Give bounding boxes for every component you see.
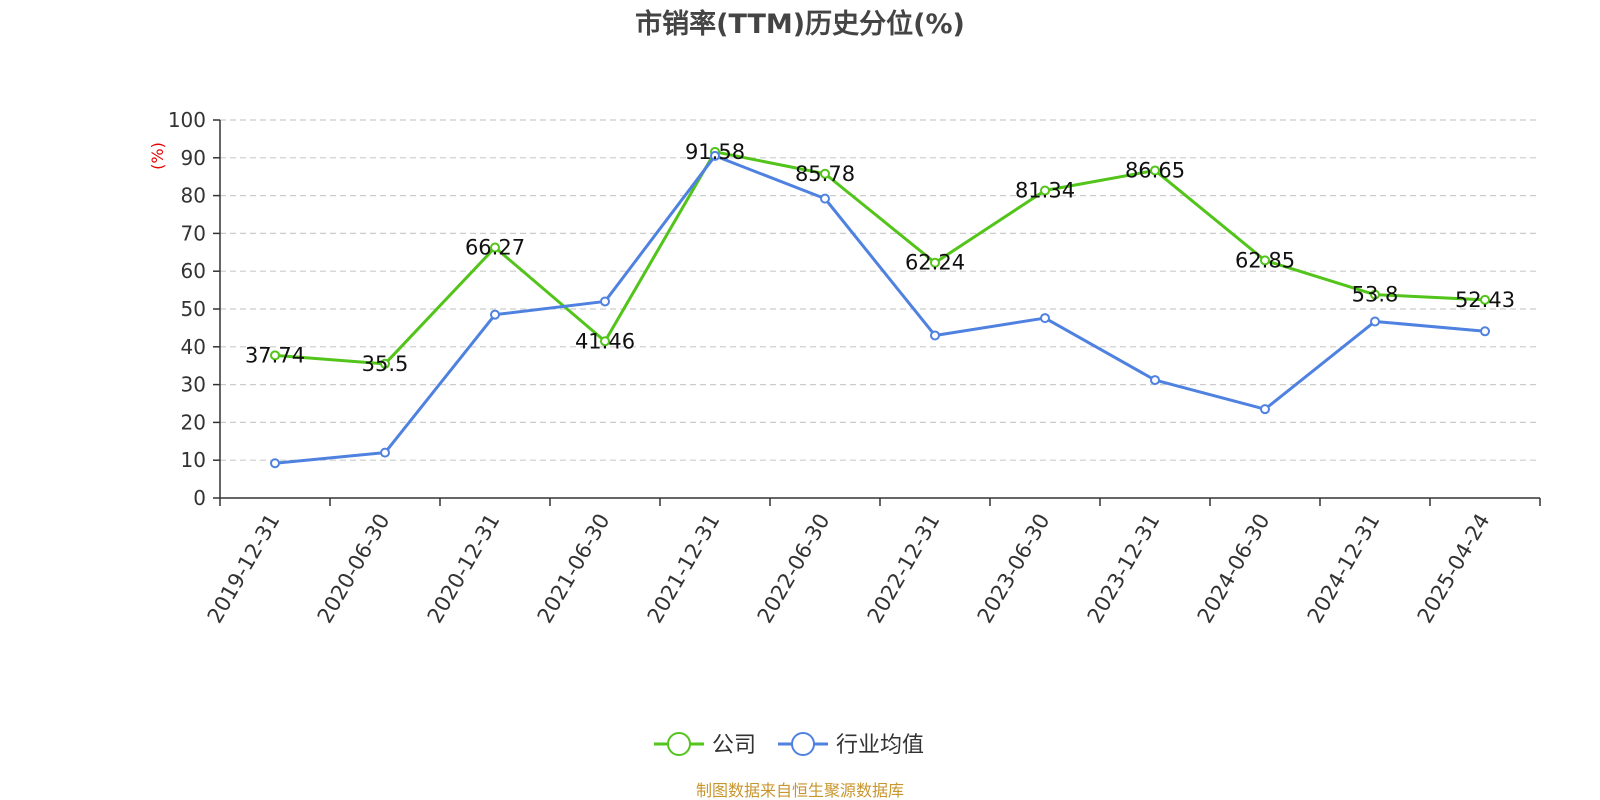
data-point[interactable] [1040,313,1050,324]
x-tick-label: 2020-12-31 [423,510,505,628]
x-tick-label: 2022-06-30 [753,510,835,628]
data-point[interactable] [1150,165,1160,176]
data-label: 62.24 [905,251,965,275]
legend-item-0[interactable]: 公司 [654,732,756,758]
data-point[interactable] [1370,316,1380,327]
data-point[interactable] [600,296,610,307]
legend-item-1[interactable]: 行业均值 [778,732,924,758]
series-line-1 [274,154,1486,465]
data-point[interactable] [1260,255,1270,266]
y-tick-label: 90 [181,146,206,170]
x-tick-label: 2022-12-31 [863,510,945,628]
data-point[interactable] [490,309,500,320]
data-label: 52.43 [1455,288,1515,312]
x-tick-label: 2021-12-31 [643,510,725,628]
x-tick-label: 2024-06-30 [1193,510,1275,628]
legend-label: 行业均值 [836,733,924,758]
y-tick-label: 60 [181,259,206,283]
x-tick-label: 2021-06-30 [533,510,615,628]
y-tick-label: 10 [181,448,206,472]
data-point[interactable] [380,358,390,369]
data-label: 41.46 [575,329,635,353]
y-tick-label: 70 [181,221,206,245]
data-point[interactable] [1040,185,1050,196]
source-note: 制图数据来自恒生聚源数据库 [696,781,904,800]
data-label: 53.8 [1352,283,1399,307]
data-point[interactable] [1480,294,1490,305]
legend-marker [791,732,815,756]
data-point[interactable] [1370,289,1380,300]
x-tick-label: 2024-12-31 [1303,510,1385,628]
data-point[interactable] [820,168,830,179]
y-axis-label: (%) [148,142,167,170]
y-tick-label: 30 [181,373,206,397]
data-point[interactable] [600,336,610,347]
data-point[interactable] [710,150,720,161]
series-layer [270,146,1490,469]
data-point[interactable] [1150,375,1160,386]
y-tick-label: 0 [193,486,206,510]
y-tick-label: 20 [181,410,206,434]
data-labels: 37.74 35.5 66.27 41.46 91.58 85.78 62.24 81.34 8… [245,140,1515,376]
data-point[interactable] [930,257,940,268]
data-label: 66.27 [465,235,525,259]
data-label: 62.85 [1235,248,1295,272]
x-tick-label: 2020-06-30 [313,510,395,628]
data-point[interactable] [380,447,390,458]
data-point[interactable] [1260,404,1270,415]
x-tick-label: 2023-12-31 [1083,510,1165,628]
y-tick-label: 100 [168,108,206,132]
data-label: 35.5 [362,352,409,376]
data-label: 91.58 [685,140,745,164]
y-tick-label: 80 [181,184,206,208]
data-point[interactable] [820,193,830,204]
data-point[interactable] [930,330,940,341]
x-tick-label: 2025-04-24 [1413,510,1495,628]
data-label: 86.65 [1125,158,1185,182]
x-tick-label: 2019-12-31 [203,510,285,628]
data-label: 85.78 [795,162,855,186]
data-point[interactable] [490,242,500,253]
legend-label: 公司 [712,733,756,758]
legend-marker [667,732,691,756]
data-label: 37.74 [245,343,305,367]
data-point[interactable] [270,350,280,361]
legend[interactable]: 公司 行业均值 [654,732,924,758]
data-point[interactable] [1480,326,1490,337]
series-line-0 [274,150,1486,366]
x-tick-label: 2023-06-30 [973,510,1055,628]
y-tick-label: 50 [181,297,206,321]
y-tick-label: 40 [181,335,206,359]
data-point[interactable] [270,458,280,469]
data-label: 81.34 [1015,179,1075,203]
chart-title: 市销率(TTM)历史分位(%) [635,8,965,40]
